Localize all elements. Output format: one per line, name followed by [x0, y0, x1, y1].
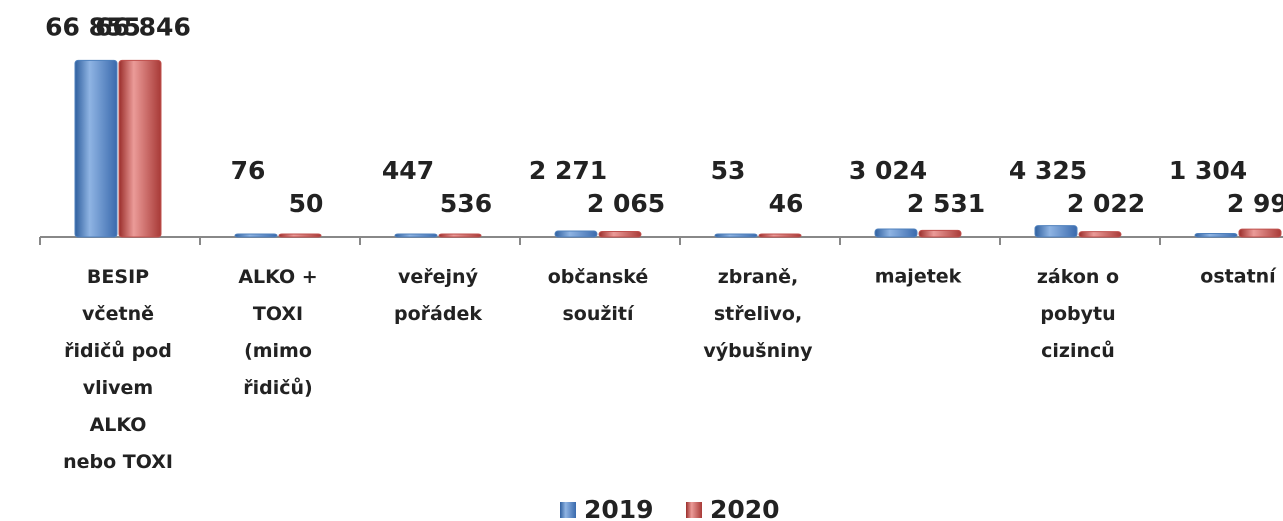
bar [1238, 228, 1282, 238]
value-label: 3 024 [849, 156, 927, 185]
x-tick-label: majetek [875, 266, 962, 288]
legend-label: 2019 [584, 495, 654, 521]
legend-label: 2020 [710, 495, 780, 521]
value-label: 536 [440, 189, 492, 218]
bar [74, 59, 118, 238]
x-tick-label: ALKO + TOXI (mimo řidičů) [238, 266, 317, 399]
value-label: 1 304 [1169, 156, 1247, 185]
legend-swatch [560, 502, 576, 518]
value-label: 46 [769, 189, 804, 218]
bar [1034, 225, 1078, 238]
value-label: 66 855 [45, 12, 141, 41]
bar [554, 230, 598, 238]
bar [758, 233, 802, 238]
bar [118, 59, 162, 238]
value-label: 66 846 [95, 12, 191, 41]
value-label: 2 997 [1227, 189, 1283, 218]
value-label: 53 [711, 156, 746, 185]
bar [918, 229, 962, 238]
value-label: 2 531 [907, 189, 985, 218]
bar [278, 233, 322, 238]
bar [874, 228, 918, 238]
value-label: 4 325 [1009, 156, 1087, 185]
value-label: 2 022 [1067, 189, 1145, 218]
bar [598, 231, 642, 238]
value-label: 2 065 [587, 189, 665, 218]
legend-swatch [686, 502, 702, 518]
bar [1078, 231, 1122, 238]
bar [438, 233, 482, 238]
bar [1194, 233, 1238, 238]
x-tick-label: zbraně, střelivo, výbušniny [703, 266, 813, 362]
value-label: 76 [231, 156, 266, 185]
x-tick-label: veřejný pořádek [394, 266, 482, 325]
x-tick-label: ostatní [1200, 266, 1277, 288]
bar [394, 233, 438, 238]
x-tick-label: občanské soužití [548, 266, 649, 325]
value-label: 2 271 [529, 156, 607, 185]
bar [234, 233, 278, 238]
value-label: 50 [289, 189, 324, 218]
bar [714, 233, 758, 238]
x-tick-label: BESIP včetně řidičů pod vlivem ALKO nebo TOXI [63, 266, 173, 473]
x-tick-label: zákon o pobytu cizinců [1037, 266, 1119, 362]
value-label: 447 [382, 156, 434, 185]
